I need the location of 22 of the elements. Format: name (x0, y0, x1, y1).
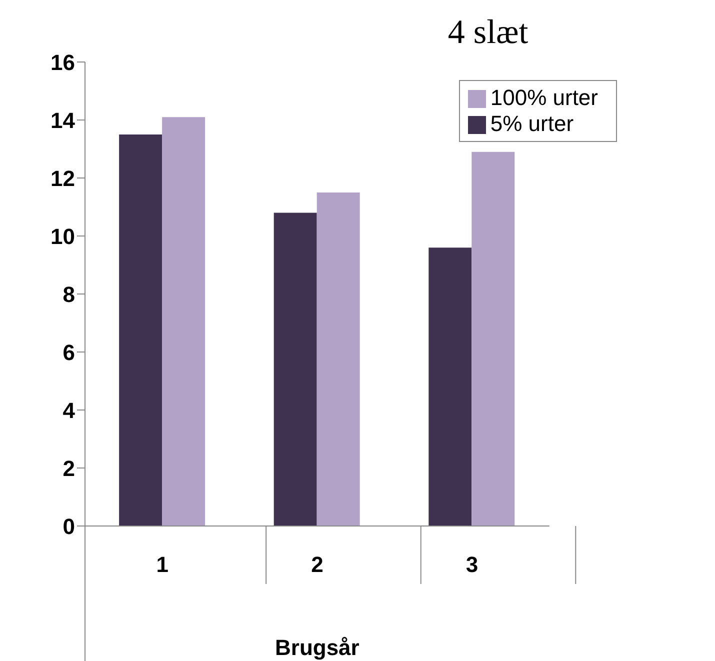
y-tick-label: 4 (62, 398, 76, 423)
x-tick-label: 3 (466, 552, 478, 577)
legend-label: 5% urter (490, 111, 574, 136)
y-tick-label: 16 (50, 50, 75, 75)
y-tick-label: 10 (50, 224, 75, 249)
bar (316, 192, 360, 526)
y-tick-label: 14 (50, 108, 76, 133)
bar (162, 117, 206, 526)
x-axis-title: Brugsår (275, 635, 360, 660)
bar (119, 134, 162, 526)
y-tick-label: 0 (62, 514, 75, 539)
x-tick-label: 1 (156, 552, 169, 577)
y-tick-label: 8 (62, 282, 75, 307)
chart-title: 4 slæt (446, 14, 530, 52)
y-tick-label: 12 (50, 166, 75, 191)
bar (428, 248, 472, 526)
y-tick-label: 6 (62, 340, 75, 365)
y-tick-label: 2 (62, 456, 75, 481)
legend-label: 100% urter (490, 85, 598, 110)
bar (274, 212, 317, 526)
x-tick-label: 2 (311, 552, 324, 577)
bar (472, 152, 515, 526)
